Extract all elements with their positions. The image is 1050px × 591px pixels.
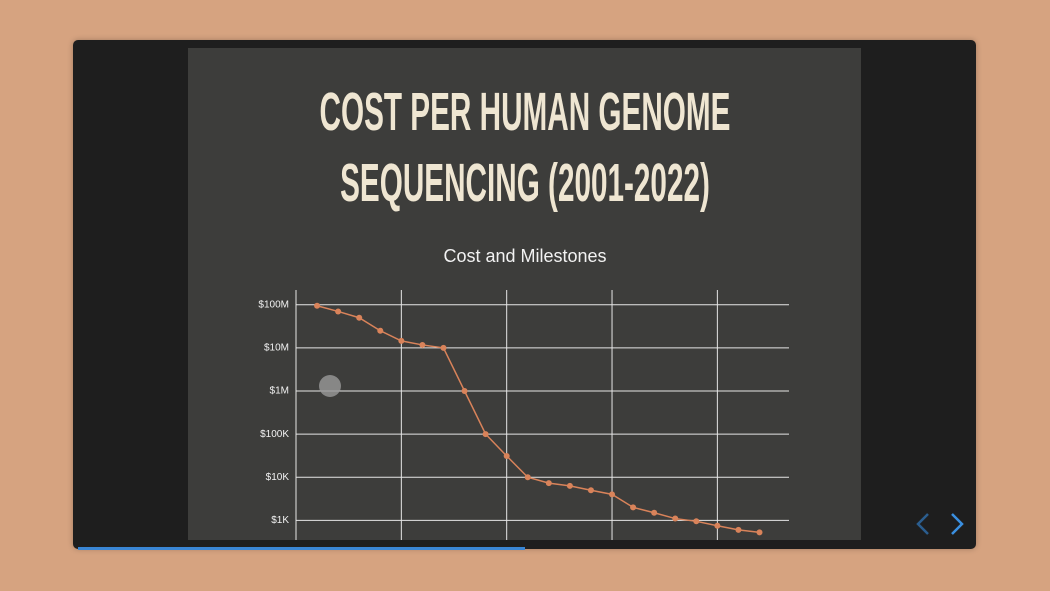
- point: [587, 487, 594, 494]
- point: [630, 504, 637, 511]
- point: [314, 302, 321, 309]
- y-tick-label: $10K: [266, 472, 290, 483]
- point: [545, 480, 552, 487]
- y-tick-label: $10M: [264, 343, 289, 354]
- point: [503, 453, 510, 460]
- point: [377, 327, 384, 334]
- slide: COST PER HUMAN GENOME SEQUENCING (2001-2…: [188, 48, 861, 540]
- y-tick-label: $100M: [258, 299, 289, 310]
- progress-bar: [78, 547, 525, 550]
- prev-arrow[interactable]: [916, 513, 929, 535]
- point: [651, 509, 658, 516]
- cursor: [319, 375, 341, 397]
- point: [756, 529, 763, 536]
- point: [735, 526, 742, 533]
- point: [566, 482, 573, 489]
- point: [335, 308, 342, 315]
- point: [419, 341, 426, 348]
- y-tick-label: $1M: [270, 386, 289, 397]
- point: [482, 431, 489, 438]
- point: [609, 491, 616, 498]
- point: [672, 515, 679, 522]
- point: [693, 518, 700, 525]
- point: [524, 474, 531, 481]
- chart-title: Cost and Milestones: [443, 246, 606, 266]
- point: [461, 387, 468, 394]
- y-tick-label: $100K: [260, 429, 289, 440]
- plot-area: [295, 290, 789, 540]
- line: [316, 305, 760, 534]
- y-tick-label: $1K: [271, 515, 289, 526]
- point: [714, 522, 721, 529]
- slide-title: COST PER HUMAN GENOME SEQUENCING (2001-2…: [319, 82, 731, 213]
- next-arrow[interactable]: [951, 513, 964, 535]
- point: [356, 314, 363, 321]
- point: [440, 344, 447, 351]
- point: [398, 337, 405, 344]
